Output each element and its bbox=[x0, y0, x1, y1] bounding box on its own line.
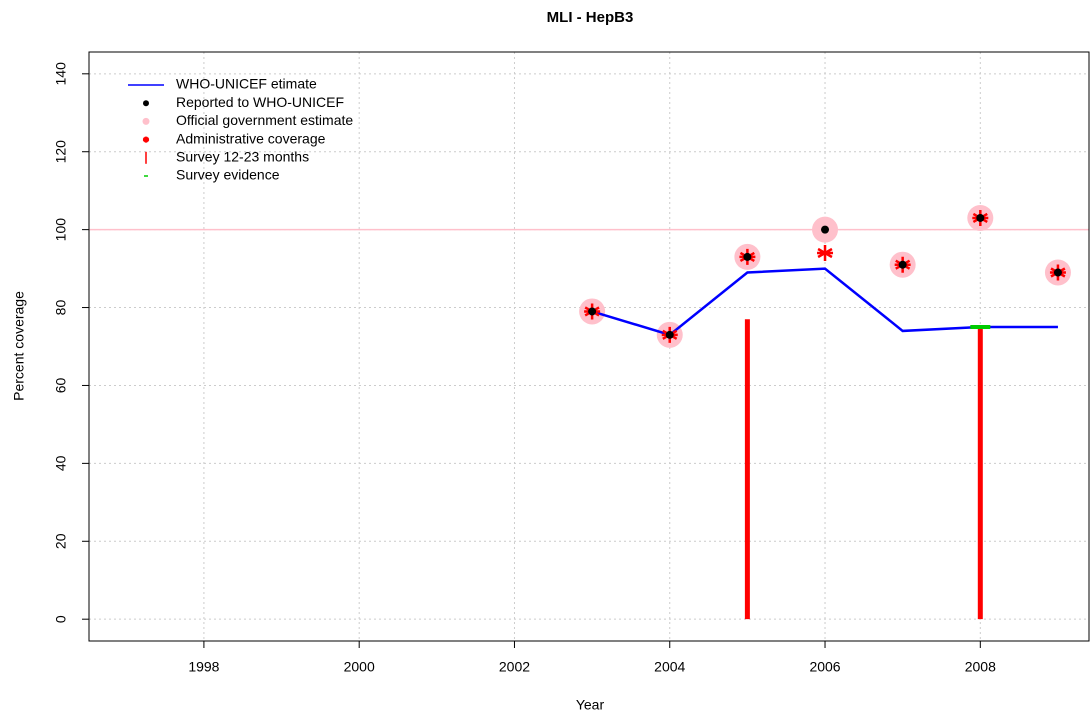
x-axis-label: Year bbox=[576, 697, 605, 713]
legend-symbol bbox=[142, 117, 150, 125]
plot-frame bbox=[88, 51, 1090, 642]
legend-label: WHO-UNICEF etimate bbox=[176, 76, 317, 92]
y-tick-label: 120 bbox=[53, 140, 69, 164]
legend-symbol bbox=[143, 100, 149, 107]
y-tick-label: 80 bbox=[53, 300, 69, 316]
legend-label: Administrative coverage bbox=[176, 130, 326, 146]
y-tick-label: 100 bbox=[53, 218, 69, 242]
reported-marker bbox=[588, 307, 597, 316]
x-tick-label: 2000 bbox=[344, 659, 375, 675]
reported-marker bbox=[976, 213, 985, 222]
legend-label: Survey evidence bbox=[176, 167, 280, 183]
y-tick-label: 20 bbox=[53, 533, 69, 549]
x-tick-label: 2004 bbox=[654, 659, 685, 675]
reported-marker bbox=[1053, 268, 1062, 277]
legend-label: Survey 12-23 months bbox=[176, 149, 309, 165]
y-tick-label: 60 bbox=[53, 377, 69, 393]
x-tick-label: 2002 bbox=[499, 659, 530, 675]
legend-label: Official government estimate bbox=[176, 112, 353, 128]
y-tick-label: 40 bbox=[53, 455, 69, 471]
reported-marker bbox=[821, 225, 830, 234]
chart-title: MLI - HepB3 bbox=[547, 9, 634, 26]
x-tick-label: 2008 bbox=[965, 659, 996, 675]
y-tick-label: 0 bbox=[53, 615, 69, 623]
reported-marker bbox=[743, 252, 752, 261]
admin-marker bbox=[817, 245, 834, 262]
y-tick-label: 140 bbox=[53, 62, 69, 86]
x-tick-label: 2006 bbox=[809, 659, 840, 675]
legend-label: Reported to WHO-UNICEF bbox=[176, 94, 344, 110]
x-tick-label: 1998 bbox=[188, 659, 219, 675]
reported-marker bbox=[898, 260, 907, 269]
legend-symbol bbox=[142, 136, 150, 143]
reported-marker bbox=[665, 330, 674, 339]
y-axis-label: Percent coverage bbox=[11, 291, 27, 401]
